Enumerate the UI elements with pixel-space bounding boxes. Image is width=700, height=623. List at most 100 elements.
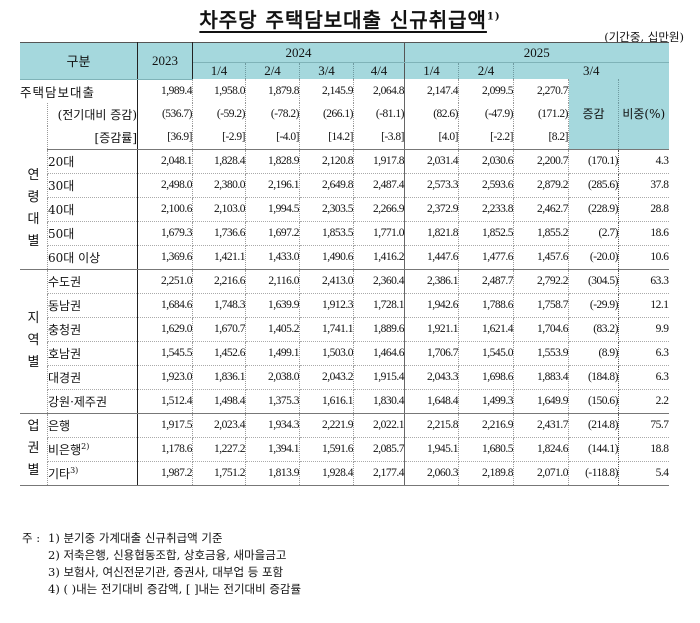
share-cell: 75.7 xyxy=(618,413,669,438)
change-cell: (144.1) xyxy=(568,437,619,462)
table-row: 지 역 별 수도권 2,251.0 2,216.6 2,116.0 2,413.0 2,360.… xyxy=(20,269,669,414)
category-char: 권 xyxy=(27,441,40,456)
share-cell: 6.3 xyxy=(618,341,669,366)
cell: 1,989.4 xyxy=(137,79,193,103)
cell: 1,994.5 xyxy=(245,197,300,222)
cell: 2,048.1 xyxy=(137,149,193,174)
row-label: 20대 xyxy=(47,149,138,174)
header-2025-q1: 1/4 xyxy=(404,62,459,79)
header-2025-q2: 2/4 xyxy=(458,62,514,79)
cell: 2,593.6 xyxy=(458,173,514,198)
cell: 2,487.4 xyxy=(353,173,405,198)
cell: 2,043.2 xyxy=(299,365,354,390)
cell: 1,853.5 xyxy=(299,221,354,246)
row-label-text: 충청권 xyxy=(48,322,82,337)
cell: 1,917.8 xyxy=(353,149,405,174)
cell: 1,616.1 xyxy=(299,389,354,414)
cell: 1,545.0 xyxy=(458,341,514,366)
row-label-text: 대경권 xyxy=(48,370,82,385)
cell: 1,670.7 xyxy=(192,317,246,342)
cell: (82.6) xyxy=(404,102,459,126)
cell: [-4.0] xyxy=(245,125,300,150)
cell: 1,934.3 xyxy=(245,413,300,438)
cell: 1,512.4 xyxy=(137,389,193,414)
cell: 1,828.9 xyxy=(245,149,300,174)
row-label: 50대 xyxy=(47,221,138,246)
table-row-prev: (전기대비 증감) (536.7) (-59.2) (-78.2) (266.1… xyxy=(20,102,669,126)
row-label-text: 기타 xyxy=(48,466,71,481)
cell: 1,923.0 xyxy=(137,365,193,390)
cell: 2,145.9 xyxy=(299,79,354,103)
cell: 1,503.0 xyxy=(299,341,354,366)
header-2023: 2023 xyxy=(137,42,193,80)
cell: 2,221.9 xyxy=(299,413,354,438)
cell: 2,060.3 xyxy=(404,461,459,486)
cell: 1,447.6 xyxy=(404,245,459,270)
cell: 1,591.6 xyxy=(299,437,354,462)
cell: 1,680.5 xyxy=(458,437,514,462)
note-3: 3) 보험사, 여신전문기관, 증권사, 대부업 등 포함 xyxy=(48,565,284,579)
cell: 2,099.5 xyxy=(458,79,514,103)
header-2024: 2024 xyxy=(192,42,405,63)
row-label-text: 60대 이상 xyxy=(48,250,101,265)
cell: 2,031.4 xyxy=(404,149,459,174)
cell: 1,227.2 xyxy=(192,437,246,462)
cell: 1,639.9 xyxy=(245,293,300,318)
row-label-rate: [증감률] xyxy=(47,125,138,150)
cell: 1,928.4 xyxy=(299,461,354,486)
cell: 2,023.4 xyxy=(192,413,246,438)
change-cell: (150.6) xyxy=(568,389,619,414)
row-label-text: 40대 xyxy=(48,202,75,217)
cell: 1,751.2 xyxy=(192,461,246,486)
cell: 2,386.1 xyxy=(404,269,459,294)
cell: 1,706.7 xyxy=(404,341,459,366)
cell: 1,942.6 xyxy=(404,293,459,318)
row-label: 호남권 xyxy=(47,341,138,366)
cell: 1,477.6 xyxy=(458,245,514,270)
cell: 1,987.2 xyxy=(137,461,193,486)
change-cell: (184.8) xyxy=(568,365,619,390)
category-char: 령 xyxy=(27,189,40,205)
cell: 1,545.5 xyxy=(137,341,193,366)
cell: 1,416.2 xyxy=(353,245,405,270)
row-label: 60대 이상 xyxy=(47,245,138,270)
cell: 1,915.4 xyxy=(353,365,405,390)
category-char: 역 xyxy=(27,333,40,348)
table-row-total: 주택담보대출 1,989.4 1,958.0 1,879.8 2,145.9 2… xyxy=(20,79,669,150)
category-char: 지 xyxy=(27,311,40,326)
row-label-text: 30대 xyxy=(48,178,75,193)
footnote-marker: 2) xyxy=(81,441,90,451)
change-cell: (2.7) xyxy=(568,221,619,246)
cell: 1,912.3 xyxy=(299,293,354,318)
cell: 2,071.0 xyxy=(513,461,569,486)
table-row: 40대 2,100.6 2,103.0 1,994.5 2,303.5 2,266.9 2,… xyxy=(20,197,669,222)
row-label-text: 비은행 xyxy=(48,442,82,457)
cell: 1,917.5 xyxy=(137,413,193,438)
cell: 1,883.4 xyxy=(513,365,569,390)
row-label-text: 은행 xyxy=(48,418,71,433)
cell: (536.7) xyxy=(137,102,193,126)
cell: 1,697.2 xyxy=(245,221,300,246)
table-row-rate: [증감률] [36.9] [-2.9] [-4.0] [14.2] [-3.8]… xyxy=(20,125,669,150)
table-row: 50대 1,679.3 1,736.6 1,697.2 1,853.5 1,771.0 1,… xyxy=(20,221,669,246)
cell: 1,828.4 xyxy=(192,149,246,174)
cell: (266.1) xyxy=(299,102,354,126)
table-row: 연 령 대 별 20대 2,048.1 1,828.4 1,828.9 2,120.8 1,917… xyxy=(20,149,669,270)
cell: 1,741.1 xyxy=(299,317,354,342)
cell: (-81.1) xyxy=(353,102,405,126)
change-cell: (-29.9) xyxy=(568,293,619,318)
cell: 1,629.0 xyxy=(137,317,193,342)
row-label: 30대 xyxy=(47,173,138,198)
row-label: 은행 xyxy=(47,413,138,438)
footnote-marker: 3) xyxy=(70,465,79,475)
cell: 2,038.0 xyxy=(245,365,300,390)
cell: 2,360.4 xyxy=(353,269,405,294)
cell: 2,413.0 xyxy=(299,269,354,294)
cell: 1,553.9 xyxy=(513,341,569,366)
cell: 2,085.7 xyxy=(353,437,405,462)
cell: 1,621.4 xyxy=(458,317,514,342)
table-row: 강원·제주권 1,512.4 1,498.4 1,375.3 1,616.1 1,830.… xyxy=(20,389,669,414)
cell: [-3.8] xyxy=(353,125,405,150)
